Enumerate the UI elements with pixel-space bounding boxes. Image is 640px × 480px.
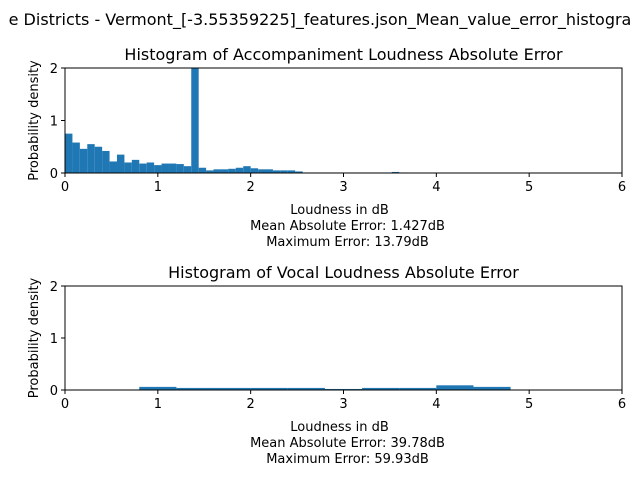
histogram-bar (220, 169, 229, 173)
error-stat-text: Maximum Error: 13.79dB (266, 235, 429, 250)
histogram-bar (87, 144, 95, 173)
histogram-bar (258, 169, 266, 173)
histogram-bar (183, 166, 192, 173)
histogram-bar (280, 170, 288, 173)
histogram-bar (94, 146, 103, 173)
histogram-bar (399, 387, 437, 390)
x-tick-label: 4 (432, 397, 440, 412)
histogram-bar (139, 386, 177, 390)
histogram-bar (72, 142, 80, 173)
histogram-bar (191, 68, 199, 173)
x-tick-label: 2 (247, 180, 255, 195)
histogram-bar (161, 163, 169, 173)
vocal-histogram-chart: 0 1 2 3 4 5 6 0 1 2 Histogram of Vocal Loudness Ab… (27, 263, 626, 467)
x-axis-label: Loudness in dB (290, 203, 389, 218)
histogram-bar (473, 386, 511, 390)
histogram-bar (272, 170, 281, 173)
histogram-bar (65, 133, 73, 173)
accompaniment-histogram-chart: 0 1 2 3 4 5 6 0 1 2 Histogram of Accompaniment Lou… (27, 45, 626, 250)
y-tick-label: 1 (50, 115, 58, 130)
histogram-bar (154, 165, 162, 173)
x-axis-label: Loudness in dB (290, 420, 389, 435)
x-tick-label: 1 (154, 397, 162, 412)
x-tick-label: 0 (61, 180, 69, 195)
histogram-bar (79, 148, 88, 173)
histogram-bar (265, 169, 273, 173)
axes-frame (64, 285, 623, 391)
histogram-bar (235, 167, 244, 173)
x-tick-label: 1 (154, 180, 162, 195)
y-tick-label: 0 (50, 167, 58, 182)
histogram-bar (228, 168, 236, 173)
y-tick-label: 2 (50, 62, 58, 77)
x-tick-label: 3 (339, 397, 347, 412)
histogram-bar (116, 154, 125, 173)
histogram-bar (287, 387, 325, 390)
histogram-bar (176, 164, 184, 173)
histogram-bar (146, 162, 155, 173)
chart-title: Histogram of Vocal Loudness Absolute Err… (168, 263, 519, 282)
error-stat-text: Mean Absolute Error: 1.427dB (250, 219, 445, 234)
histogram-bar (124, 162, 132, 173)
x-tick-label: 2 (247, 397, 255, 412)
histogram-bar (102, 150, 110, 173)
histogram-bar (391, 171, 400, 173)
x-tick-label: 3 (339, 180, 347, 195)
x-tick-label: 5 (525, 397, 533, 412)
x-tick-label: 6 (618, 180, 626, 195)
histogram-bar (213, 387, 251, 390)
histogram-bar (362, 387, 400, 390)
histogram-bar (213, 169, 221, 173)
y-tick-label: 0 (50, 384, 58, 399)
histogram-bar (206, 170, 214, 173)
y-tick-label: 1 (50, 332, 58, 347)
histogram-bar (436, 385, 474, 390)
x-tick-label: 0 (61, 397, 69, 412)
x-tick-label: 5 (525, 180, 533, 195)
error-stat-text: Mean Absolute Error: 39.78dB (250, 436, 445, 451)
y-axis-label: Probability density (27, 60, 42, 181)
histogram-bar (131, 159, 140, 173)
y-tick-label: 2 (50, 280, 58, 295)
histogram-bar (176, 387, 214, 390)
error-stat-text: Maximum Error: 59.93dB (266, 452, 429, 467)
chart-title: Histogram of Accompaniment Loudness Abso… (124, 45, 563, 64)
histogram-bar (198, 167, 207, 173)
figure-suptitle: e Districts - Vermont_[-3.55359225]_feat… (9, 10, 632, 30)
histogram-bar (295, 171, 303, 173)
histogram-bar (109, 161, 117, 173)
histogram-bar (250, 387, 288, 390)
histogram-bar (250, 168, 259, 173)
x-tick-label: 4 (432, 180, 440, 195)
axes-frame (64, 67, 623, 174)
histogram-bar (168, 163, 177, 173)
histogram-bar (139, 163, 147, 173)
x-tick-label: 6 (618, 397, 626, 412)
histogram-bar (324, 388, 363, 390)
histogram-bar (243, 166, 251, 173)
histogram-bar (287, 170, 296, 173)
y-axis-label: Probability density (27, 277, 42, 398)
